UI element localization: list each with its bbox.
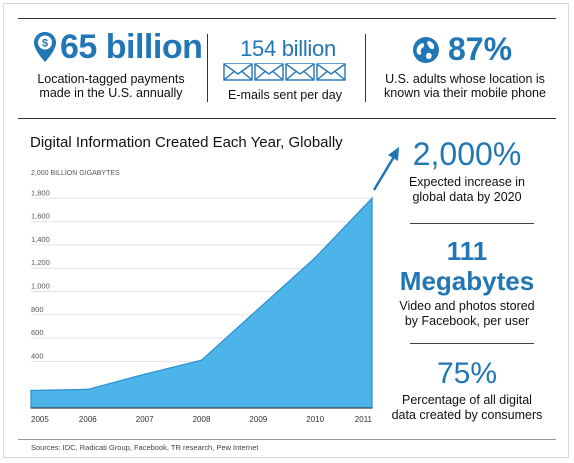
location-payments-caption: Location-tagged payments made in the U.S… — [37, 72, 185, 100]
chart-ylabel: 2,000 BILLION GIGABYTES — [31, 170, 120, 177]
data-point — [87, 388, 89, 391]
data-increase-value: 2,000% — [412, 136, 522, 172]
envelope-icon — [285, 63, 315, 81]
facebook-storage-value: 111 Megabytes — [399, 236, 535, 296]
x-tick-label: 2007 — [136, 415, 154, 424]
envelope-icons — [223, 63, 346, 81]
x-tick-label: 2008 — [193, 415, 211, 424]
trend-arrowhead — [388, 147, 399, 161]
chart-title: Digital Information Created Each Year, G… — [30, 134, 343, 151]
data-point — [371, 197, 373, 200]
data-point — [200, 359, 203, 362]
consumer-data-caption: Percentage of all digital data created b… — [391, 393, 543, 422]
chart-area-series — [30, 196, 373, 409]
trend-arrow-icon — [372, 154, 397, 191]
emails-caption: E-mails sent per day — [228, 88, 342, 102]
top-rule — [18, 18, 556, 19]
divider-top-2 — [365, 34, 366, 102]
section-rule — [18, 118, 556, 119]
area-fill — [30, 196, 373, 409]
sources-note: Sources: IDC, Radicati Group, Facebook, … — [31, 443, 259, 452]
envelope-icon — [316, 63, 346, 81]
svg-text:$: $ — [42, 38, 48, 50]
adults-location-caption: U.S. adults whose location is known via … — [384, 72, 546, 100]
right-divider-2 — [410, 343, 534, 344]
x-tick-label: 2005 — [31, 415, 49, 424]
y-tick-label: 400 — [31, 351, 44, 360]
y-tick-label: 600 — [31, 328, 44, 337]
data-point — [30, 389, 32, 392]
y-tick-label: 1,400 — [31, 235, 50, 244]
y-tick-label: 1,200 — [31, 258, 50, 267]
data-point — [143, 373, 146, 376]
x-tick-label: 2009 — [249, 415, 267, 424]
globe-icon — [413, 37, 439, 63]
y-tick-label: 1,800 — [31, 188, 50, 197]
emails-value: 154 billion — [240, 36, 336, 61]
data-point — [314, 256, 316, 259]
bottom-rule — [18, 439, 556, 440]
y-tick-label: 1,600 — [31, 212, 50, 221]
x-tick-label: 2010 — [306, 415, 324, 424]
x-tick-label: 2006 — [79, 415, 97, 424]
x-tick-label: 2011 — [355, 415, 373, 424]
location-pin-dollar-icon: $ — [34, 32, 56, 62]
chart-x-ticks: 2005 2006 2007 2008 2009 2010 2011 — [31, 415, 373, 424]
facebook-storage-caption: Video and photos stored by Facebook, per… — [399, 299, 535, 328]
divider-top-1 — [207, 34, 208, 102]
right-divider-1 — [410, 223, 534, 224]
envelope-icon — [254, 63, 284, 81]
chart-y-ticks: 1,800 1,600 1,400 1,200 1,000 800 600 400 — [31, 188, 50, 360]
adults-location-value: 87% — [448, 31, 513, 67]
data-point — [257, 308, 260, 310]
location-payments-value: 65 billion — [60, 28, 203, 66]
envelope-icon — [223, 63, 253, 81]
y-tick-label: 1,000 — [31, 282, 50, 291]
data-increase-caption: Expected increase in global data by 2020 — [408, 175, 526, 204]
y-tick-label: 800 — [31, 305, 44, 314]
consumer-data-value: 75% — [436, 357, 498, 390]
